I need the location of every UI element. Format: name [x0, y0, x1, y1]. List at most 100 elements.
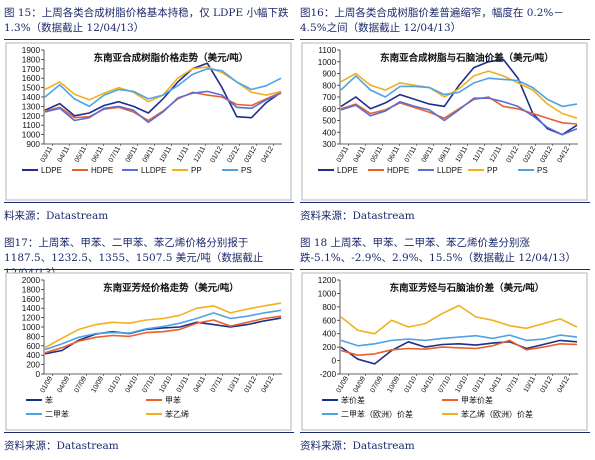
y-tick-label: 1400 [22, 93, 41, 102]
figure-panel-16: 图16：上周各类合成树脂价差普遍缩窄，幅度在 0.2%－4.5%之间（数据截止 … [300, 0, 590, 230]
y-tick-label: 1800 [22, 55, 41, 64]
legend-label: PP [487, 166, 498, 175]
legend-label: LLDPE [141, 166, 166, 175]
source-note: 资料来源：Datastream [4, 440, 119, 452]
y-tick-label: 300 [322, 140, 336, 149]
y-tick-label: 900 [322, 70, 336, 79]
series-line [340, 304, 578, 335]
legend-label: 甲苯 [165, 395, 181, 405]
figure-panel-18: 图 18 上周苯、甲苯、二甲苯、苯乙烯价差分别涨跌-5.1%、-2.9%、2.9… [300, 230, 590, 460]
series-line [44, 67, 282, 108]
source-note: 料来源：Datastream [4, 210, 109, 222]
source-rule [4, 432, 294, 433]
series-line [340, 334, 578, 347]
series-line [340, 70, 578, 119]
chart-title: 东南亚合成树脂价格走势（美元/吨） [94, 52, 249, 64]
series-line [44, 62, 282, 119]
figure-caption: 图 18 上周苯、甲苯、二甲苯、苯乙烯价差分别涨跌-5.1%、-2.9%、2.9… [300, 237, 576, 264]
legend-label: PP [191, 166, 202, 175]
legend-label: HDPE [91, 166, 113, 175]
y-tick-label: 1000 [22, 323, 41, 332]
y-tick-label: 1000 [318, 289, 337, 298]
y-tick-label: 1700 [22, 65, 41, 74]
y-tick-label: 200 [322, 343, 336, 352]
legend-label: LDPE [41, 166, 62, 175]
series-line [44, 309, 282, 351]
y-tick-label: 1200 [318, 276, 337, 285]
caption-rule [300, 39, 590, 40]
legend-label: PS [537, 166, 548, 175]
y-tick-label: 800 [322, 303, 336, 312]
y-tick-label: 1900 [22, 46, 41, 55]
legend-label: 苯乙烯 [165, 409, 189, 419]
series-line [44, 90, 282, 124]
y-tick-label: 400 [26, 351, 40, 360]
y-tick-label: 1800 [22, 285, 41, 294]
y-tick-label: 600 [322, 316, 336, 325]
series-line [44, 317, 282, 355]
y-tick-label: 200 [26, 361, 40, 370]
legend-label: 甲苯价差 [461, 395, 493, 405]
series-line [44, 302, 282, 349]
y-tick-label: 1300 [22, 102, 41, 111]
y-tick-label: 800 [26, 332, 40, 341]
series-line [340, 58, 578, 136]
legend-label: 苯 [45, 395, 53, 405]
y-tick-label: 600 [26, 342, 40, 351]
figure-panel-15: 图 15：上周各类合成树脂价格基本持稳，仅 LDPE 小幅下跌 1.3%（数据截… [4, 0, 294, 230]
y-tick-label: 500 [322, 117, 336, 126]
legend-label: 苯价差 [341, 395, 365, 405]
legend-label: 苯乙烯（欧洲）价差 [461, 409, 533, 419]
figure-panel-17: 图17：上周苯、甲苯、二甲苯、苯乙烯价格分别报于 1187.5、1232.5、1… [4, 230, 294, 460]
y-tick-label: 700 [322, 93, 336, 102]
caption-rule [300, 269, 590, 270]
series-line [340, 339, 578, 365]
legend-label: 二甲苯（欧洲）价差 [341, 409, 413, 419]
caption-rule [4, 269, 294, 270]
figure-caption: 图17：上周苯、甲苯、二甲苯、苯乙烯价格分别报于 1187.5、1232.5、1… [4, 237, 264, 279]
chart-title: 东南亚芳烃与石脑油价差（美元/吨） [390, 282, 545, 294]
chart-resin-price: 9001000110012001300140015001600170018001… [5, 42, 292, 201]
legend-label: PS [241, 166, 252, 175]
legend-label: LLDPE [437, 166, 462, 175]
y-tick-label: 1000 [318, 58, 337, 67]
series-line [44, 315, 282, 354]
y-tick-label: 400 [322, 330, 336, 339]
series-line [340, 97, 578, 136]
series-line [340, 75, 578, 108]
chart-title: 东南亚芳烃价格走势（美元/吨） [103, 282, 239, 294]
figure-caption: 图 15：上周各类合成树脂价格基本持稳，仅 LDPE 小幅下跌 1.3%（数据截… [4, 7, 289, 34]
legend-label: 二甲苯 [45, 409, 69, 419]
legend-label: LDPE [337, 166, 358, 175]
y-tick-label: 900 [26, 140, 40, 149]
source-rule [300, 432, 590, 433]
y-tick-label: 600 [322, 105, 336, 114]
chart-title: 东南亚合成树脂与石脑油价差（美元/吨） [380, 52, 554, 64]
y-tick-label: 400 [322, 128, 336, 137]
chart-frame [301, 272, 588, 431]
source-rule [300, 202, 590, 203]
chart-frame [301, 42, 588, 201]
figure-caption: 图16：上周各类合成树脂价差普遍缩窄，幅度在 0.2%－4.5%之间（数据截止 … [300, 7, 564, 34]
y-tick-label: 1600 [22, 74, 41, 83]
y-tick-label: 1500 [22, 84, 41, 93]
source-rule [4, 202, 294, 203]
y-tick-label: 2000 [22, 276, 41, 285]
legend-label: HDPE [387, 166, 409, 175]
y-tick-label: 800 [322, 81, 336, 90]
y-tick-label: 1400 [22, 304, 41, 313]
y-tick-label: 1000 [22, 131, 41, 140]
y-tick-label: 1600 [22, 295, 41, 304]
series-line [340, 339, 578, 356]
y-tick-label: 0 [331, 357, 336, 366]
series-line [340, 96, 578, 125]
chart-aromatics-price: 020040060080010001200140016001800200001/… [5, 272, 292, 431]
y-tick-label: 1100 [318, 46, 336, 55]
source-note: 资料来源：Datastream [300, 210, 415, 222]
y-tick-label: 1200 [22, 314, 41, 323]
source-note: 资料来源：Datastream [300, 440, 415, 452]
y-tick-label: 0 [35, 370, 40, 379]
y-tick-label: -200 [320, 370, 337, 379]
